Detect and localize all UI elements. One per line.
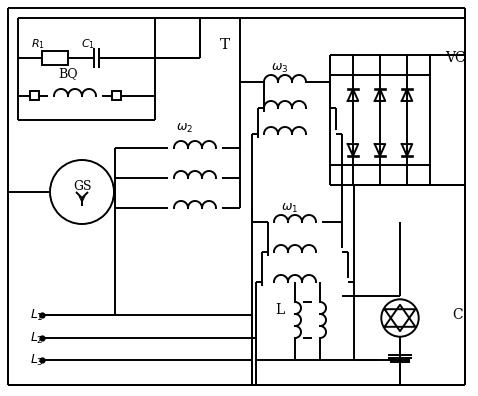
Bar [112,91,121,100]
Text: $R_1$: $R_1$ [31,37,45,51]
Text: $\omega_1$: $\omega_1$ [282,202,299,215]
Text: VC: VC [445,51,465,65]
Text: L: L [275,303,284,317]
Bar [42,51,68,65]
Text: $C_1$: $C_1$ [81,37,95,51]
Text: $L_3$: $L_3$ [30,352,44,367]
Text: $\omega_2$: $\omega_2$ [176,122,194,135]
Text: $L_2$: $L_2$ [30,330,43,346]
Text: GS: GS [73,179,91,192]
Text: C: C [453,308,463,322]
Text: T: T [220,38,230,52]
Text: $\omega_3$: $\omega_3$ [272,61,289,74]
Text: $L_1$: $L_1$ [30,307,43,323]
Bar [30,91,39,100]
Text: BQ: BQ [58,67,78,80]
